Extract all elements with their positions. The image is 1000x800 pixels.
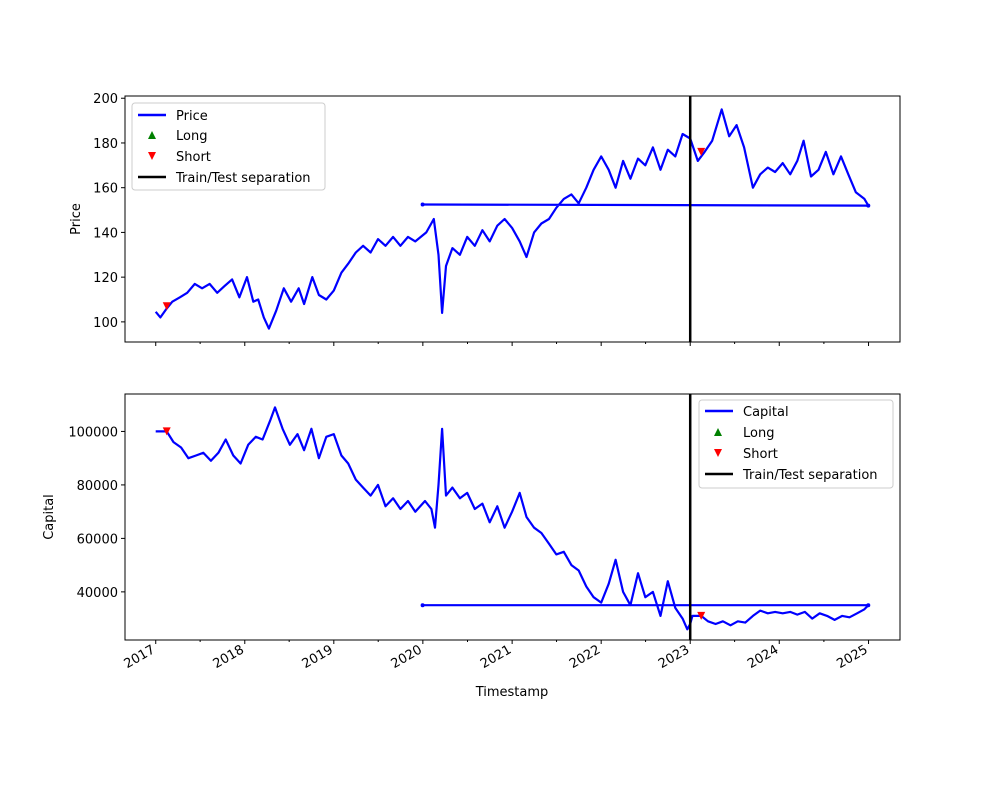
price-y-tick-label-0: 100 — [93, 316, 118, 331]
price-y-tick-label-1: 120 — [93, 271, 118, 286]
x-axis-label: Timestamp — [475, 685, 549, 700]
capital-line-endpoint-0 — [420, 603, 425, 608]
short-marker-icon — [714, 449, 722, 457]
capital-legend-label-long: Long — [743, 426, 774, 441]
price-legend-label-long: Long — [176, 129, 207, 144]
price-short-marker-0 — [162, 302, 171, 311]
price-plot-area — [154, 96, 871, 342]
capital-y-axis-label: Capital — [42, 494, 57, 540]
price-y-tick-label-5: 200 — [93, 92, 118, 107]
capital-plot-area — [155, 394, 871, 640]
capital-legend-entry-separation: Train/Test separation — [705, 468, 878, 483]
price-legend-box — [131, 102, 326, 191]
capital-legend-box — [698, 399, 894, 489]
price-legend-label-separation: Train/Test separation — [175, 171, 311, 186]
capital-legend-label-capital: Capital — [743, 405, 789, 420]
price-chart: 100 120 140 160 180 200 Price Price Long Shor… — [69, 92, 901, 346]
capital-y-tick-label-1: 60000 — [77, 532, 118, 547]
price-y-tick-label-4: 180 — [93, 137, 118, 152]
capital-legend-entry-long: Long — [714, 426, 774, 441]
capital-legend-entry-short: Short — [714, 447, 778, 462]
capital-y-tick-label-2: 80000 — [77, 479, 118, 494]
capital-line-series — [155, 406, 870, 631]
price-y-tick-label-3: 160 — [93, 182, 118, 197]
price-legend-entry-price: Price — [138, 109, 208, 124]
price-legend: Price Long Short Train/Test separation — [131, 102, 326, 191]
price-line-series — [154, 108, 870, 330]
capital-y-tick-label-0: 40000 — [77, 586, 118, 601]
capital-line-endpoint-1 — [866, 603, 871, 608]
price-y-tick-label-2: 140 — [93, 226, 118, 241]
price-line-endpoint-1 — [866, 203, 871, 208]
price-y-axis-label: Price — [69, 203, 84, 235]
price-legend-entry-short: Short — [148, 150, 211, 165]
price-legend-label-price: Price — [176, 109, 208, 124]
capital-legend: Capital Long Short Train/Test separation — [698, 399, 894, 489]
long-marker-icon — [714, 428, 722, 436]
capital-short-marker-0 — [162, 427, 171, 436]
capital-legend-entry-capital: Capital — [705, 405, 789, 420]
price-line-endpoint-0 — [420, 202, 425, 207]
price-legend-entry-long: Long — [148, 129, 207, 144]
long-marker-icon — [148, 131, 156, 139]
price-legend-label-short: Short — [176, 150, 211, 165]
capital-legend-label-short: Short — [743, 447, 778, 462]
capital-short-marker-1 — [697, 611, 706, 620]
price-legend-entry-separation: Train/Test separation — [138, 171, 311, 186]
capital-y-tick-label-3: 100000 — [68, 425, 118, 440]
price-short-marker-1 — [697, 147, 706, 156]
price-ticks: 100 120 140 160 180 200 — [93, 92, 870, 346]
short-marker-icon — [148, 152, 156, 160]
capital-legend-label-separation: Train/Test separation — [742, 468, 878, 483]
